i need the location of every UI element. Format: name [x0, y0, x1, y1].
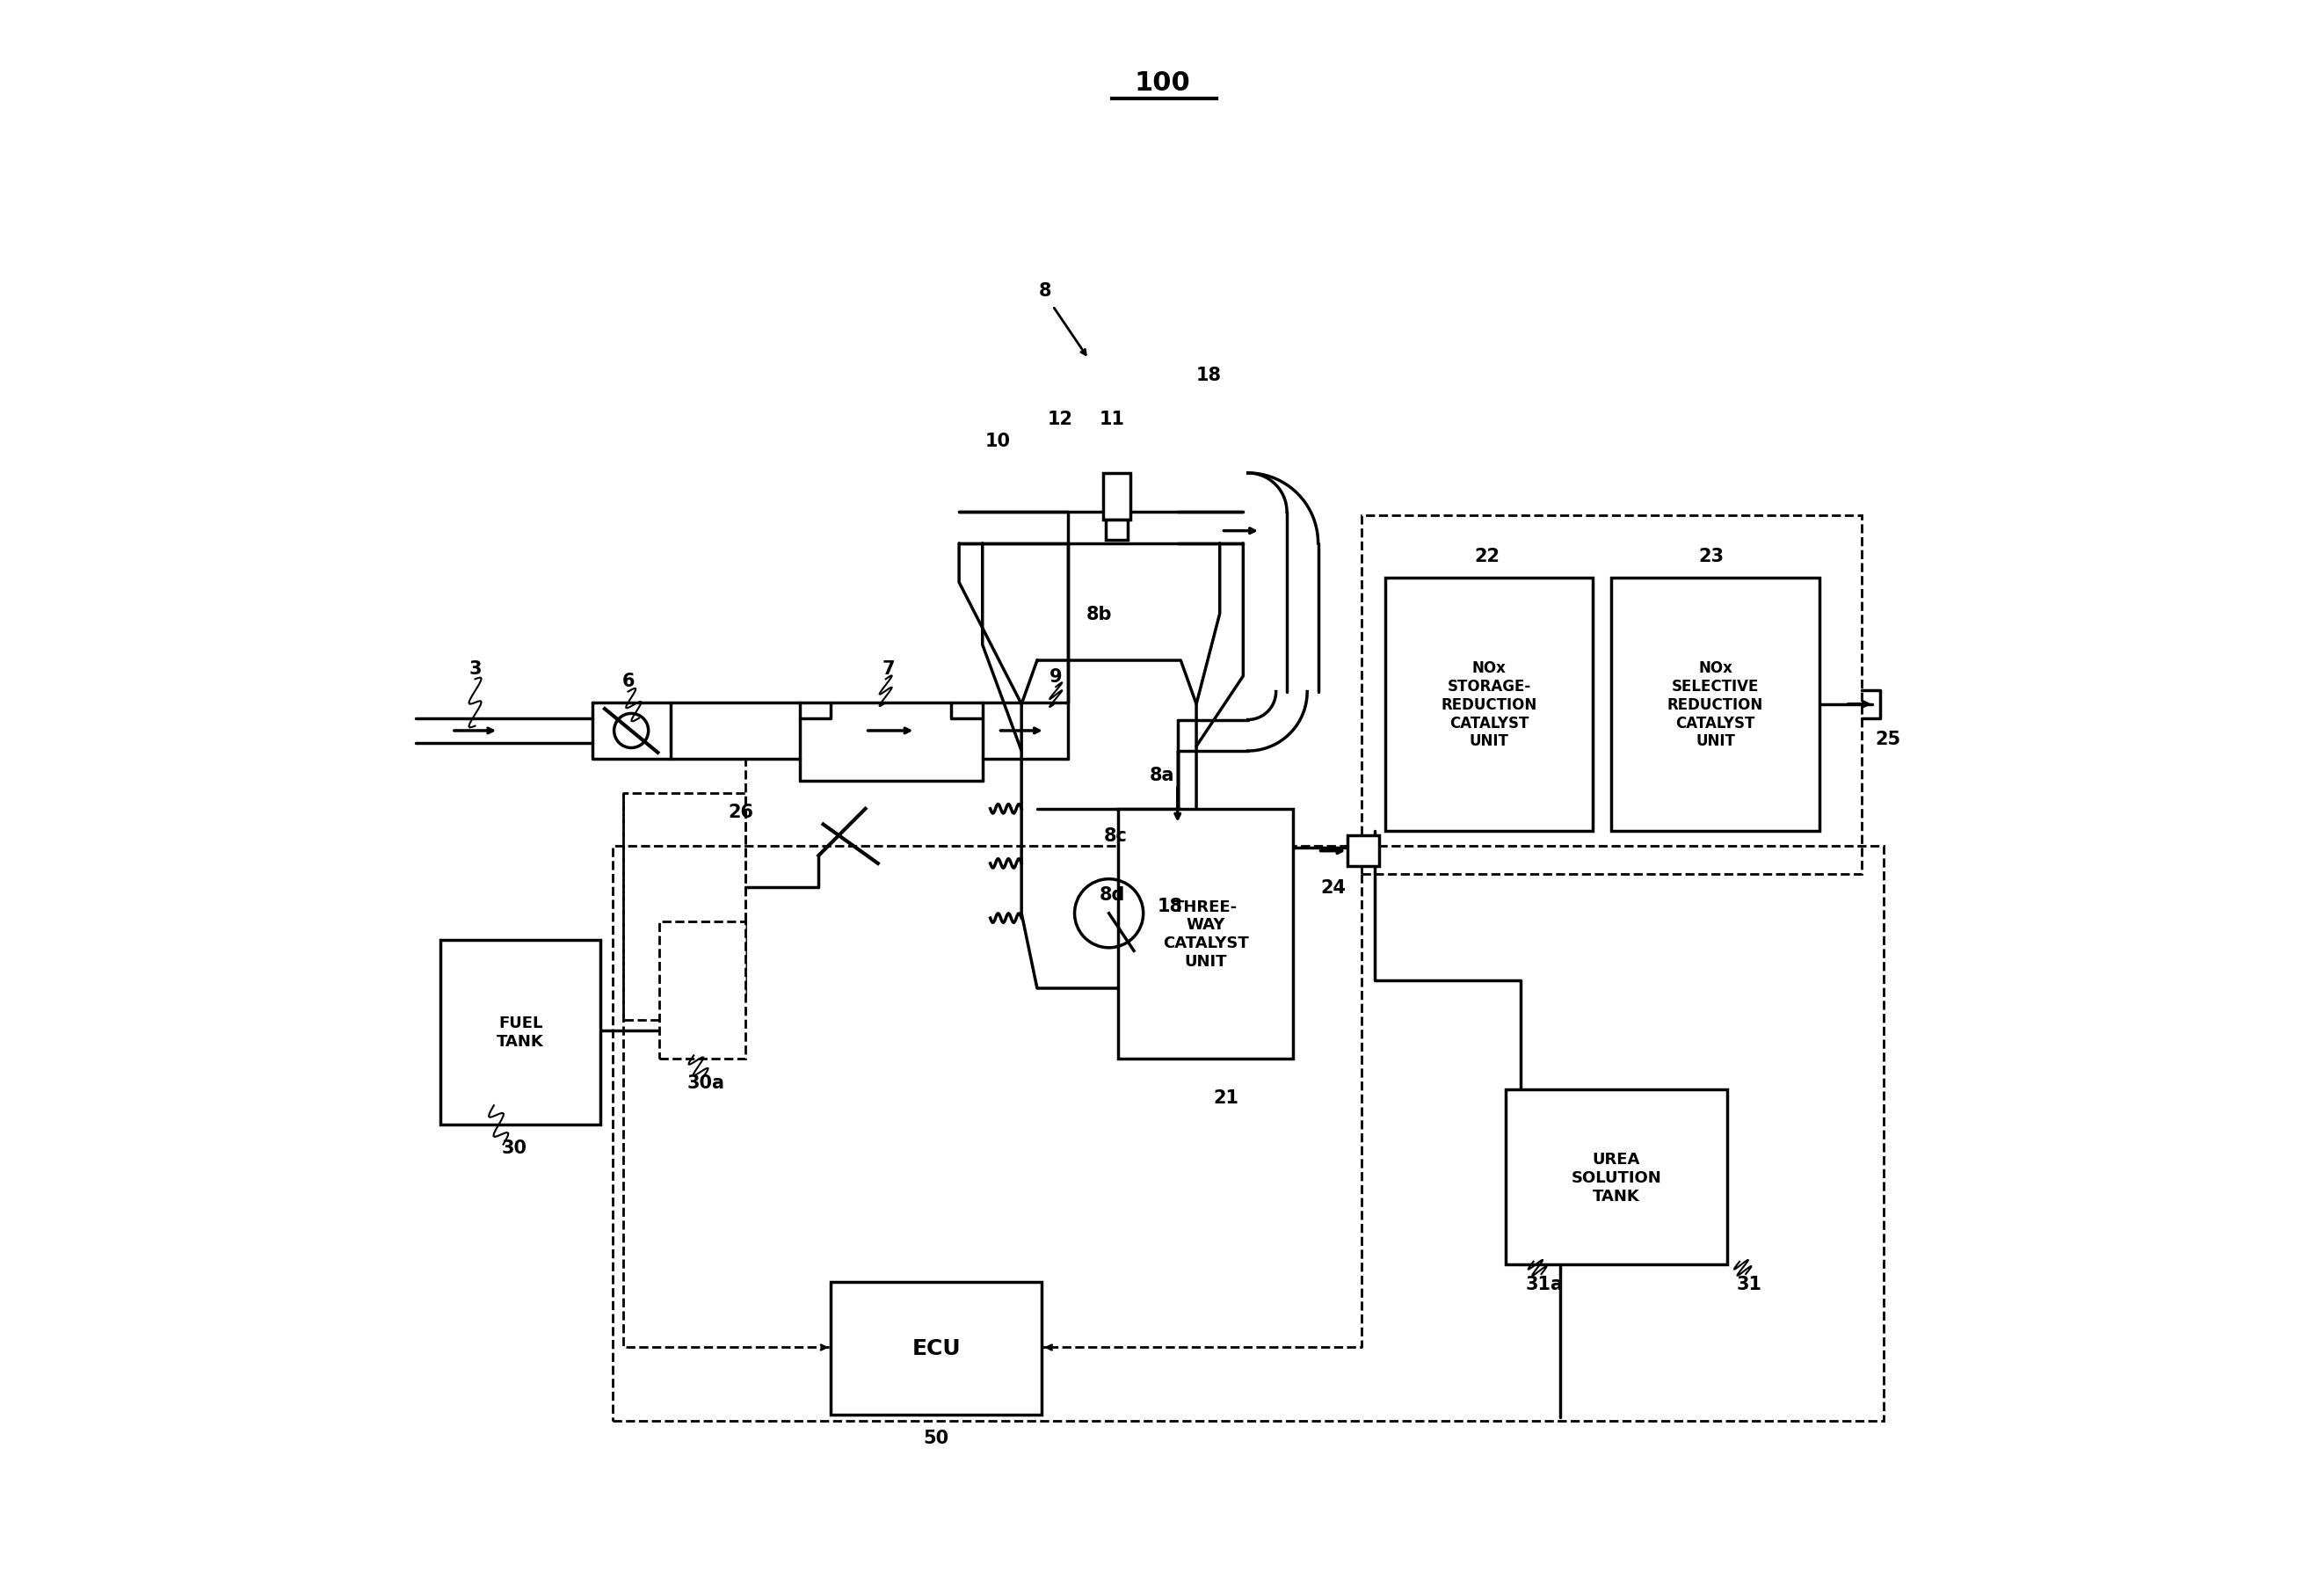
- Text: 11: 11: [1099, 409, 1125, 428]
- Text: FUEL
TANK: FUEL TANK: [497, 1016, 544, 1049]
- Text: 31a: 31a: [1525, 1274, 1564, 1292]
- Text: UREA
SOLUTION
TANK: UREA SOLUTION TANK: [1571, 1151, 1662, 1203]
- Text: 22: 22: [1473, 548, 1499, 565]
- Bar: [1348, 836, 1378, 867]
- Bar: [1385, 578, 1592, 832]
- Text: 18: 18: [1197, 367, 1222, 384]
- Bar: [1118, 809, 1292, 1059]
- Bar: [1506, 1090, 1727, 1265]
- Text: 8: 8: [1039, 282, 1050, 300]
- Text: NOx
SELECTIVE
REDUCTION
CATALYST
UNIT: NOx SELECTIVE REDUCTION CATALYST UNIT: [1666, 660, 1764, 749]
- Text: NOx
STORAGE-
REDUCTION
CATALYST
UNIT: NOx STORAGE- REDUCTION CATALYST UNIT: [1441, 660, 1536, 749]
- Text: 8b: 8b: [1088, 605, 1113, 622]
- Bar: [614, 846, 1882, 1420]
- Text: 8c: 8c: [1104, 827, 1127, 844]
- Text: 8d: 8d: [1099, 886, 1125, 903]
- Text: 10: 10: [985, 432, 1011, 449]
- Text: 25: 25: [1875, 730, 1901, 747]
- Bar: [1102, 473, 1132, 521]
- Text: 100: 100: [1134, 71, 1190, 97]
- Bar: [1362, 516, 1862, 874]
- Text: 3: 3: [469, 660, 481, 678]
- Text: 21: 21: [1213, 1089, 1239, 1106]
- Text: THREE-
WAY
CATALYST
UNIT: THREE- WAY CATALYST UNIT: [1162, 898, 1248, 970]
- Text: 9: 9: [1050, 668, 1062, 686]
- Bar: [832, 1282, 1041, 1414]
- Text: ECU: ECU: [911, 1338, 960, 1358]
- Text: 6: 6: [623, 673, 634, 690]
- Text: 7: 7: [883, 660, 895, 678]
- Text: 50: 50: [923, 1430, 948, 1447]
- Text: 26: 26: [727, 803, 753, 820]
- Text: 12: 12: [1048, 409, 1074, 428]
- Bar: [442, 940, 600, 1124]
- Bar: [1611, 578, 1820, 832]
- Text: 8a: 8a: [1150, 767, 1174, 784]
- Text: 30a: 30a: [688, 1073, 725, 1090]
- Text: 30: 30: [502, 1139, 528, 1157]
- Bar: [660, 922, 746, 1059]
- Bar: [1106, 521, 1127, 541]
- Text: 31: 31: [1736, 1274, 1762, 1292]
- Text: 18: 18: [1157, 897, 1183, 914]
- Text: 24: 24: [1320, 878, 1346, 897]
- Text: 23: 23: [1699, 548, 1724, 565]
